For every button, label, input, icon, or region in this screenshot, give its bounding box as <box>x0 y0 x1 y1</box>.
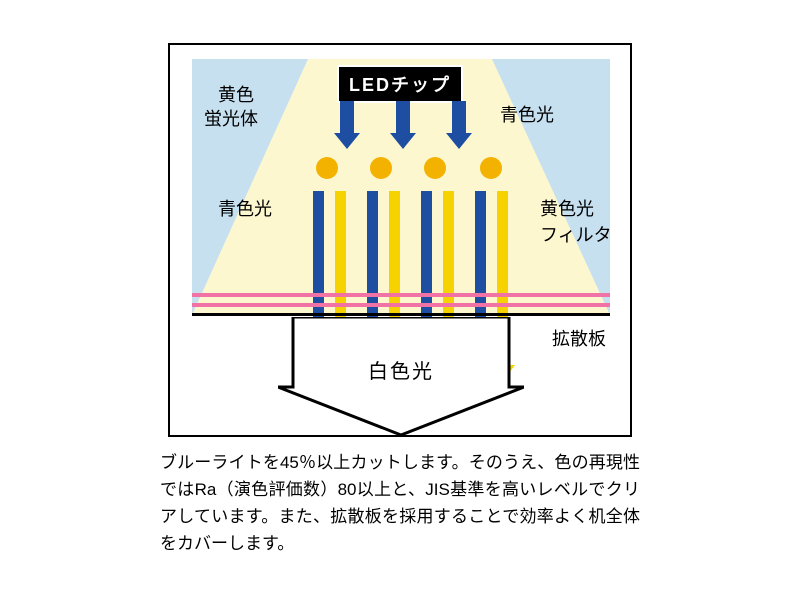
phosphor-dot <box>480 157 502 179</box>
white-light-label: 白色光 <box>368 355 434 384</box>
label-blue-light-top: 青色光 <box>500 101 554 127</box>
phosphor-dot <box>316 157 338 179</box>
label-diffuser: 拡散板 <box>552 325 606 351</box>
diffuser-plate <box>192 313 610 316</box>
wrapper: LEDチップ 黄色 蛍光体 青色光 青色光 黄色光 フィルタ 拡散板 白色光 ブ… <box>150 43 650 558</box>
filter-line-1 <box>192 293 610 297</box>
chip-arrow <box>340 101 354 149</box>
chip-arrow <box>452 101 466 149</box>
label-yellow-light-top: 黄色光 <box>540 195 594 221</box>
led-chip-label: LEDチップ <box>337 65 463 103</box>
label-yellow-phosphor-1: 黄色 <box>218 81 254 107</box>
phosphor-dot <box>370 157 392 179</box>
filter-line-2 <box>192 303 610 307</box>
label-yellow-phosphor-2: 蛍光体 <box>204 105 258 131</box>
phosphor-dot <box>424 157 446 179</box>
label-yellow-light-filter: フィルタ <box>540 221 612 247</box>
white-light-arrow: 白色光 <box>278 317 524 435</box>
chip-arrow <box>396 101 410 149</box>
led-diagram: LEDチップ 黄色 蛍光体 青色光 青色光 黄色光 フィルタ 拡散板 白色光 <box>168 43 632 437</box>
label-blue-light-left: 青色光 <box>218 195 272 221</box>
caption-text: ブルーライトを45％以上カットします。そのうえ、色の再現性ではRa（演色評価数）… <box>160 449 640 558</box>
